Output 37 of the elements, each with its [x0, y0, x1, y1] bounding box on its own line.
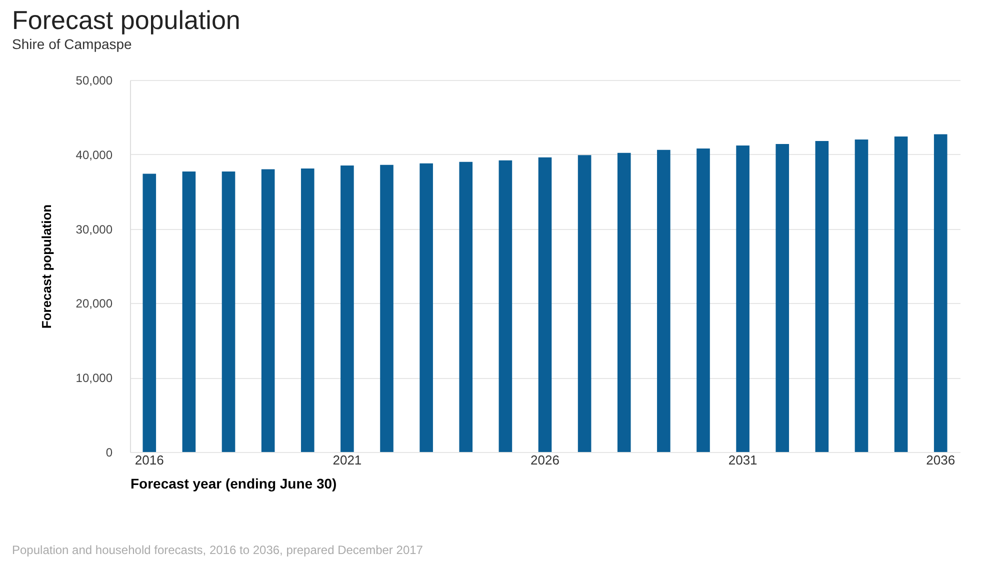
x-tick-label: 2026: [530, 452, 560, 468]
y-tick-label: 20,000: [76, 296, 113, 311]
x-tick-label: 2031: [728, 452, 758, 468]
bar: [142, 174, 156, 452]
bar: [657, 150, 670, 452]
bar: [380, 164, 394, 452]
bar: [578, 155, 592, 452]
y-tick-label: 30,000: [76, 222, 113, 236]
x-tick-label: 2021: [332, 452, 362, 468]
bar: [420, 163, 433, 452]
bar: [736, 145, 750, 452]
chart-subtitle: Shire of Campaspe: [12, 36, 132, 52]
bar: [300, 168, 314, 452]
y-tick-label: 40,000: [76, 148, 113, 162]
y-tick-label: 0: [106, 446, 113, 460]
bar: [934, 134, 948, 452]
text: Population and household forecasts, 2016 to 2036, prepared December 2017: [12, 543, 423, 557]
bar: [182, 172, 196, 452]
y-tick-label: 50,000: [76, 74, 113, 88]
bar: [222, 172, 236, 452]
x-tick-label: 2036: [926, 452, 956, 468]
bar: [498, 160, 512, 452]
y-axis-title: Forecast population: [38, 204, 54, 329]
bar: [459, 162, 473, 452]
bar: [617, 152, 631, 452]
bar: [854, 140, 868, 452]
bar: [894, 136, 908, 452]
bar: [815, 141, 829, 452]
bar: [340, 166, 354, 452]
bar: [776, 144, 790, 452]
x-tick-label: 2016: [134, 452, 164, 468]
bar: [696, 148, 710, 452]
y-tick-label: 10,000: [76, 371, 113, 386]
chart-title: Forecast population: [12, 5, 240, 35]
bar: [261, 169, 275, 452]
x-axis-title: Forecast year (ending June 30): [130, 476, 337, 492]
bar: [538, 157, 552, 452]
